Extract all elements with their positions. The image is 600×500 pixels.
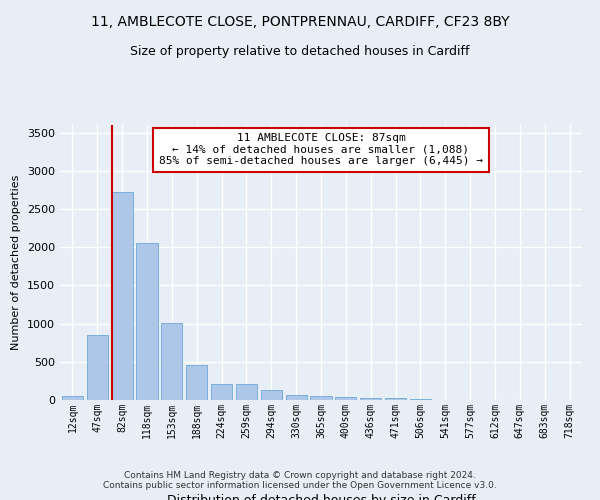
X-axis label: Distribution of detached houses by size in Cardiff: Distribution of detached houses by size … — [167, 494, 475, 500]
Bar — [62, 396, 83, 400]
Bar — [410, 399, 431, 400]
Bar — [335, 396, 356, 400]
Y-axis label: Number of detached properties: Number of detached properties — [11, 175, 22, 350]
Text: 11 AMBLECOTE CLOSE: 87sqm
← 14% of detached houses are smaller (1,088)
85% of se: 11 AMBLECOTE CLOSE: 87sqm ← 14% of detac… — [159, 133, 483, 166]
Bar — [112, 192, 133, 400]
Text: Contains HM Land Registry data © Crown copyright and database right 2024.
Contai: Contains HM Land Registry data © Crown c… — [103, 470, 497, 490]
Bar — [236, 384, 257, 400]
Bar — [211, 384, 232, 400]
Bar — [385, 398, 406, 400]
Bar — [136, 242, 158, 400]
Bar — [87, 335, 108, 400]
Bar — [161, 323, 182, 400]
Bar — [286, 395, 307, 400]
Bar — [261, 390, 282, 400]
Bar — [186, 365, 207, 400]
Bar — [310, 396, 332, 400]
Text: 11, AMBLECOTE CLOSE, PONTPRENNAU, CARDIFF, CF23 8BY: 11, AMBLECOTE CLOSE, PONTPRENNAU, CARDIF… — [91, 15, 509, 29]
Bar — [360, 398, 381, 400]
Text: Size of property relative to detached houses in Cardiff: Size of property relative to detached ho… — [130, 45, 470, 58]
